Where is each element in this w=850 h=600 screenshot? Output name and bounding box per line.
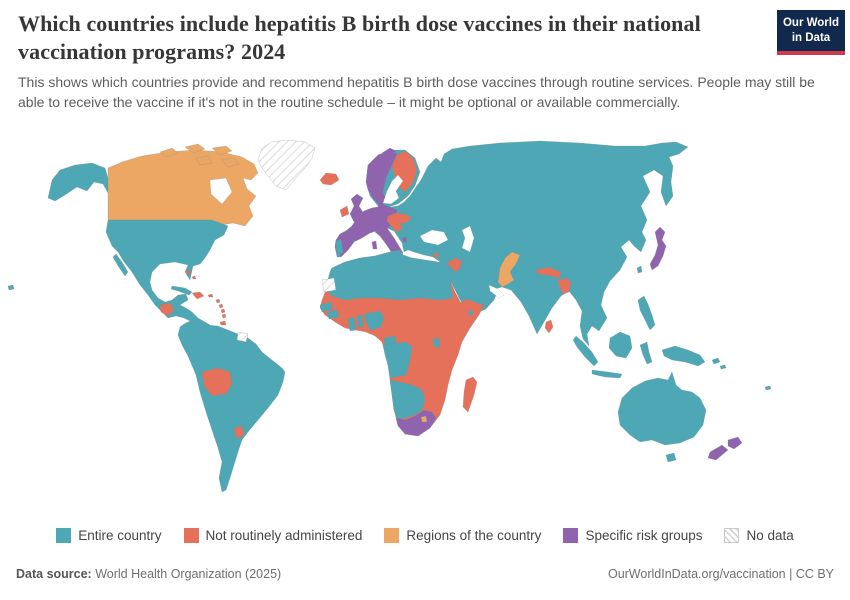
chart-subtitle: This shows which countries provide and r… <box>18 74 815 111</box>
hudson-bay <box>209 177 233 205</box>
attribution-link[interactable]: OurWorldInData.org/vaccination | CC BY <box>607 567 834 581</box>
footer: Data source: World Health Organization (… <box>0 567 850 581</box>
caspian-sea <box>461 225 475 253</box>
legend-swatch-risk-groups <box>563 528 579 543</box>
map-region-oceania[interactable] <box>572 295 772 463</box>
data-source: Data source: World Health Organization (… <box>16 567 281 581</box>
map-region-alaska[interactable] <box>47 162 116 202</box>
legend-swatch-not-routine <box>183 528 199 543</box>
owid-logo-text: Our World in Data <box>777 10 845 51</box>
legend-item-regions[interactable]: Regions of the country <box>384 528 541 543</box>
map-region-greenland[interactable] <box>257 139 316 191</box>
legend-item-entire-country[interactable]: Entire country <box>56 528 162 543</box>
owid-logo-redbar <box>777 50 845 55</box>
legend-label: Specific risk groups <box>585 528 703 543</box>
legend-swatch-entire-country <box>56 528 72 543</box>
legend-label: Not routinely administered <box>205 528 363 543</box>
map-legend: Entire country Not routinely administere… <box>0 528 850 543</box>
legend-label: Regions of the country <box>406 528 542 543</box>
header: Which countries include hepatitis B birt… <box>18 10 833 113</box>
owid-logo[interactable]: Our World in Data <box>777 10 845 55</box>
map-region-africa[interactable] <box>319 249 486 437</box>
data-source-label: Data source: <box>16 567 92 581</box>
legend-item-risk-groups[interactable]: Specific risk groups <box>563 528 702 543</box>
legend-label: No data <box>746 528 794 543</box>
legend-swatch-regions <box>384 528 400 543</box>
legend-item-no-data[interactable]: No data <box>724 528 794 543</box>
map-region-canada[interactable] <box>107 143 259 227</box>
legend-item-not-routine[interactable]: Not routinely administered <box>183 528 363 543</box>
black-sea <box>419 229 449 246</box>
hawaii <box>7 284 15 291</box>
baltic-sea <box>382 174 404 205</box>
data-source-value: World Health Organization (2025) <box>91 567 282 581</box>
map-region-europe-overlays[interactable] <box>334 147 440 264</box>
map-region-usa[interactable] <box>7 219 229 291</box>
world-map[interactable] <box>0 139 850 520</box>
map-region-caribbean[interactable] <box>170 269 227 326</box>
persian-gulf <box>488 284 505 299</box>
legend-label: Entire country <box>78 528 162 543</box>
map-region-iceland[interactable] <box>319 172 340 186</box>
map-region-south-america[interactable] <box>177 319 286 493</box>
legend-swatch-no-data <box>724 528 740 543</box>
chart-title: Which countries include hepatitis B birt… <box>18 11 701 65</box>
